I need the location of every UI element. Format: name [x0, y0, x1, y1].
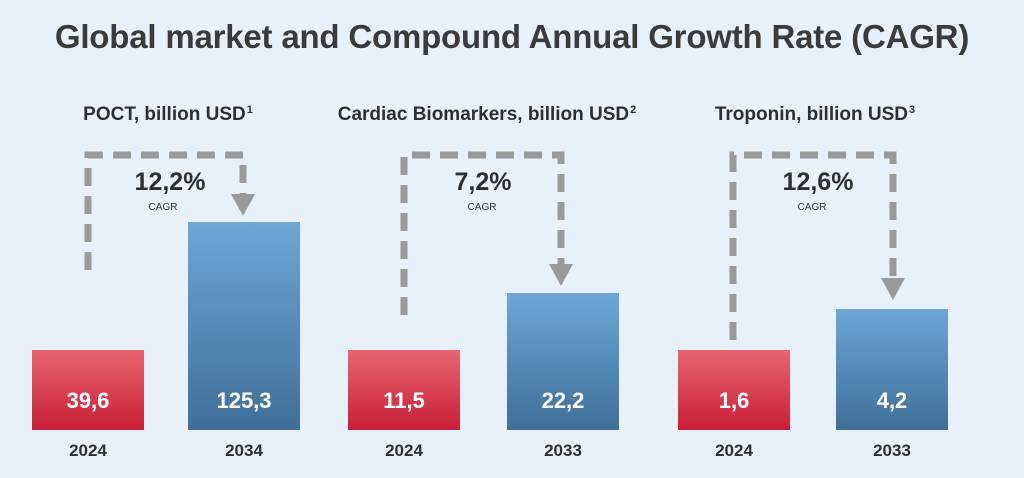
- bar-cardiac-2024: 11,5: [348, 350, 460, 430]
- troponin-cagr-arrow: [729, 151, 897, 340]
- bar-value-label: 125,3: [216, 388, 272, 413]
- x-tick-label: 2034: [225, 441, 263, 460]
- cardiac-arrowhead-icon: [549, 264, 573, 286]
- bar-troponin-2024: 1,6: [678, 350, 790, 430]
- bar-poct-2034: 125,3: [188, 222, 300, 430]
- bar-value-label: 22,2: [541, 388, 585, 413]
- chart-title: Global market and Compound Annual Growth…: [54, 18, 970, 55]
- poct-panel-title: POCT, billion USD1: [83, 104, 253, 125]
- poct-arrowhead-icon: [231, 194, 255, 216]
- bar-troponin-2033: 4,2: [836, 309, 948, 430]
- bar-value-label: 4,2: [876, 388, 908, 413]
- bar-value-label: 1,6: [718, 388, 750, 413]
- troponin-arrowhead-icon: [881, 278, 905, 300]
- x-tick-label: 2033: [544, 441, 582, 460]
- x-tick-label: 2024: [69, 441, 107, 460]
- bar-poct-2024: 39,6: [32, 350, 144, 430]
- troponin-cagr-value: 12,6%: [782, 168, 854, 196]
- bar-cardiac-2033: 22,2: [507, 293, 619, 430]
- troponin-cagr-label: CAGR: [797, 202, 827, 213]
- cardiac-cagr-label: CAGR: [467, 202, 497, 213]
- poct-cagr-arrow: [84, 151, 247, 270]
- cardiac-cagr-value: 7,2%: [454, 168, 512, 196]
- x-tick-label: 2024: [385, 441, 423, 460]
- cardiac-panel-title: Cardiac Biomarkers, billion USD2: [337, 104, 637, 125]
- poct-cagr-label: CAGR: [148, 202, 178, 213]
- x-tick-label: 2024: [715, 441, 753, 460]
- footnote-marker: 2: [630, 104, 637, 116]
- footnote-marker: 3: [909, 104, 916, 116]
- bar-value-label: 11,5: [383, 388, 425, 413]
- cardiac-cagr-arrow: [400, 151, 565, 315]
- footnote-marker: 1: [246, 104, 253, 116]
- x-tick-label: 2033: [873, 441, 911, 460]
- bar-value-label: 39,6: [66, 388, 110, 413]
- poct-cagr-value: 12,2%: [134, 168, 206, 196]
- troponin-panel-title: Troponin, billion USD3: [714, 104, 916, 125]
